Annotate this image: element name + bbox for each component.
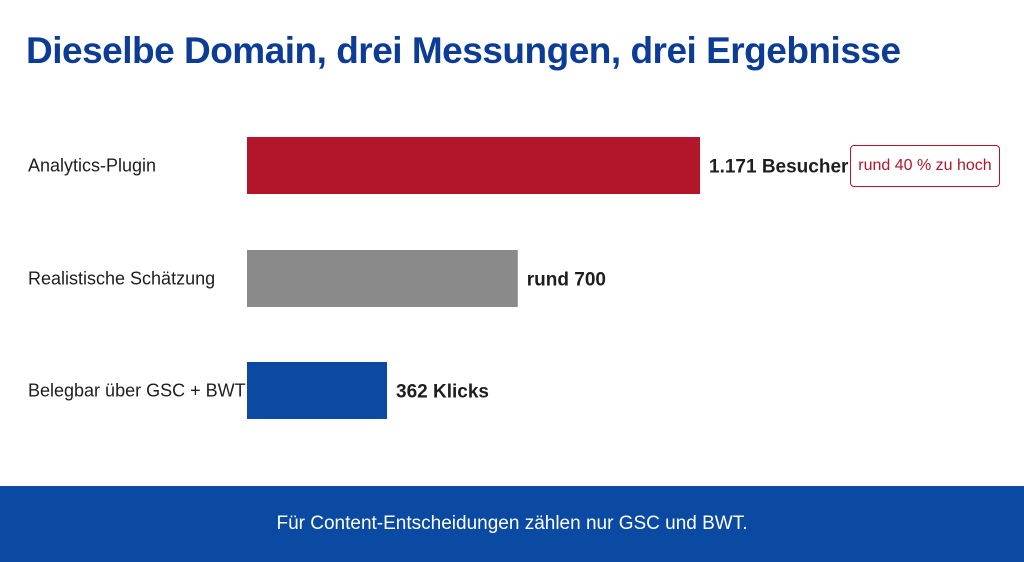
bar [247, 137, 700, 194]
chart-title: Dieselbe Domain, drei Messungen, drei Er… [26, 30, 901, 71]
bar [247, 362, 388, 419]
bar [247, 250, 518, 307]
annotation-text: rund 40 % zu hoch [858, 157, 992, 174]
value-label: rund 700 [527, 270, 606, 291]
category-label: Realistische Schätzung [28, 269, 215, 289]
overestimate-annotation: rund 40 % zu hoch [850, 145, 1000, 187]
value-label: 1.171 Besucher [709, 157, 849, 178]
category-label: Belegbar über GSC + BWT [28, 381, 246, 401]
category-label: Analytics-Plugin [28, 156, 156, 176]
value-label: 362 Klicks [396, 382, 489, 403]
footer-text: Für Content-Entscheidungen zählen nur GS… [276, 513, 748, 534]
bar-chart: Analytics-Plugin 1.171 Besucher Realistisc… [28, 137, 849, 419]
footer-banner: Für Content-Entscheidungen zählen nur GS… [0, 486, 1024, 562]
